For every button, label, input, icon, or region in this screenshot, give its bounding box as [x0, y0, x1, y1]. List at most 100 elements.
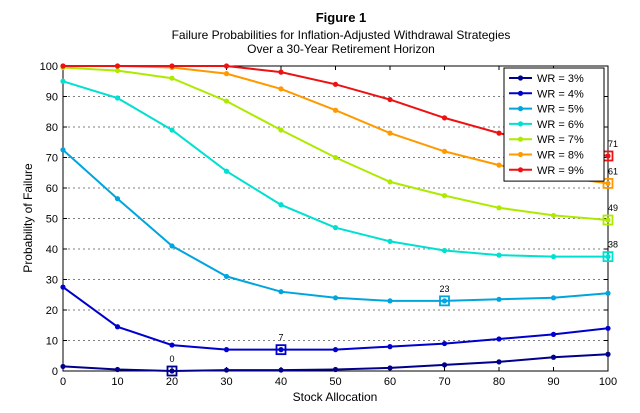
annotation-label: 23 [439, 284, 449, 294]
grid [63, 96, 608, 341]
data-point [169, 342, 175, 348]
data-point [60, 63, 66, 69]
data-point [223, 71, 230, 77]
x-tick-label: 30 [220, 376, 232, 388]
data-point [278, 127, 284, 133]
data-point [441, 298, 448, 304]
legend-marker [517, 106, 524, 112]
data-point [332, 225, 339, 231]
data-point [496, 205, 502, 211]
legend-marker [517, 151, 524, 158]
annotations: 0 7 23 38 49 61 71 [166, 139, 618, 377]
data-point [550, 212, 557, 219]
legend-marker [517, 167, 524, 173]
legend-label: WR = 8% [537, 150, 584, 162]
data-point [550, 295, 557, 301]
legend-marker [517, 90, 524, 96]
y-tick-label: 40 [46, 244, 58, 256]
y-tick-label: 0 [52, 366, 58, 378]
data-point [114, 67, 121, 74]
data-point [114, 324, 121, 330]
data-point [605, 180, 611, 187]
series-2 [60, 284, 611, 353]
highlight-marker [439, 295, 450, 307]
highlight-marker [602, 178, 614, 189]
data-point [223, 273, 230, 280]
data-point [332, 81, 339, 87]
data-point [441, 115, 448, 121]
data-point [169, 63, 175, 69]
y-axis-label: Probability of Failure [21, 163, 35, 273]
legend-marker [517, 121, 524, 127]
data-point [169, 368, 175, 374]
chart-title: Figure 1 [316, 10, 367, 25]
annotation-label: 38 [608, 240, 618, 250]
y-tick-label: 30 [46, 275, 58, 287]
data-point [278, 347, 284, 353]
data-point [278, 367, 284, 373]
data-point [114, 366, 121, 373]
series-4 [60, 78, 611, 260]
x-tick-label: 50 [329, 376, 341, 388]
data-point [550, 254, 557, 260]
data-point [278, 69, 284, 75]
x-axis-label: Stock Allocation [293, 390, 378, 404]
data-point [496, 336, 502, 342]
y-tick-label: 80 [46, 122, 58, 134]
data-point [387, 130, 393, 136]
data-point [114, 63, 121, 69]
y-tick-label: 90 [46, 92, 58, 104]
data-point [114, 196, 121, 202]
data-point [550, 331, 557, 337]
data-point [223, 168, 230, 174]
data-point [387, 298, 393, 304]
y-tick-label: 70 [46, 153, 58, 165]
x-tick-label: 60 [384, 376, 396, 388]
legend-item: WR = 3% [509, 73, 584, 85]
data-point [441, 148, 448, 154]
data-point [278, 289, 284, 295]
data-point [60, 363, 66, 370]
y-tick-label: 50 [46, 214, 58, 226]
data-point [387, 344, 393, 350]
data-point [60, 147, 66, 153]
data-point [169, 75, 175, 81]
y-tick-label: 10 [46, 336, 58, 348]
annotation-label: 71 [608, 139, 618, 149]
legend-item: WR = 8% [509, 150, 584, 162]
data-point [496, 162, 502, 168]
y-tick-label: 60 [46, 183, 58, 195]
x-tick-label: 0 [60, 376, 66, 388]
data-point [332, 107, 339, 113]
data-point [223, 63, 230, 69]
annotation-label: 61 [608, 166, 618, 176]
highlight-marker [166, 365, 178, 377]
data-point [60, 78, 66, 84]
data-point [496, 252, 502, 258]
data-point [496, 296, 502, 302]
data-point [605, 254, 611, 260]
data-point [441, 193, 448, 199]
highlight-marker [602, 251, 614, 263]
data-point [332, 366, 339, 373]
x-tick-label: 40 [275, 376, 287, 388]
annotation-label: 0 [169, 354, 174, 364]
legend-label: WR = 9% [537, 165, 584, 177]
data-point [223, 367, 230, 373]
x-tick-label: 10 [111, 376, 123, 388]
data-point [441, 362, 448, 368]
data-point [223, 98, 230, 104]
x-tick-label: 90 [547, 376, 559, 388]
data-point [278, 202, 284, 208]
data-point [605, 351, 611, 357]
x-tick-label: 20 [166, 376, 178, 388]
data-point [605, 325, 611, 331]
highlight-marker [602, 214, 614, 226]
y-tick-label: 100 [40, 61, 58, 73]
data-point [169, 127, 175, 133]
legend-label: WR = 7% [537, 134, 584, 146]
series-3 [60, 147, 611, 304]
data-point [332, 154, 339, 161]
legend-marker [517, 136, 524, 142]
